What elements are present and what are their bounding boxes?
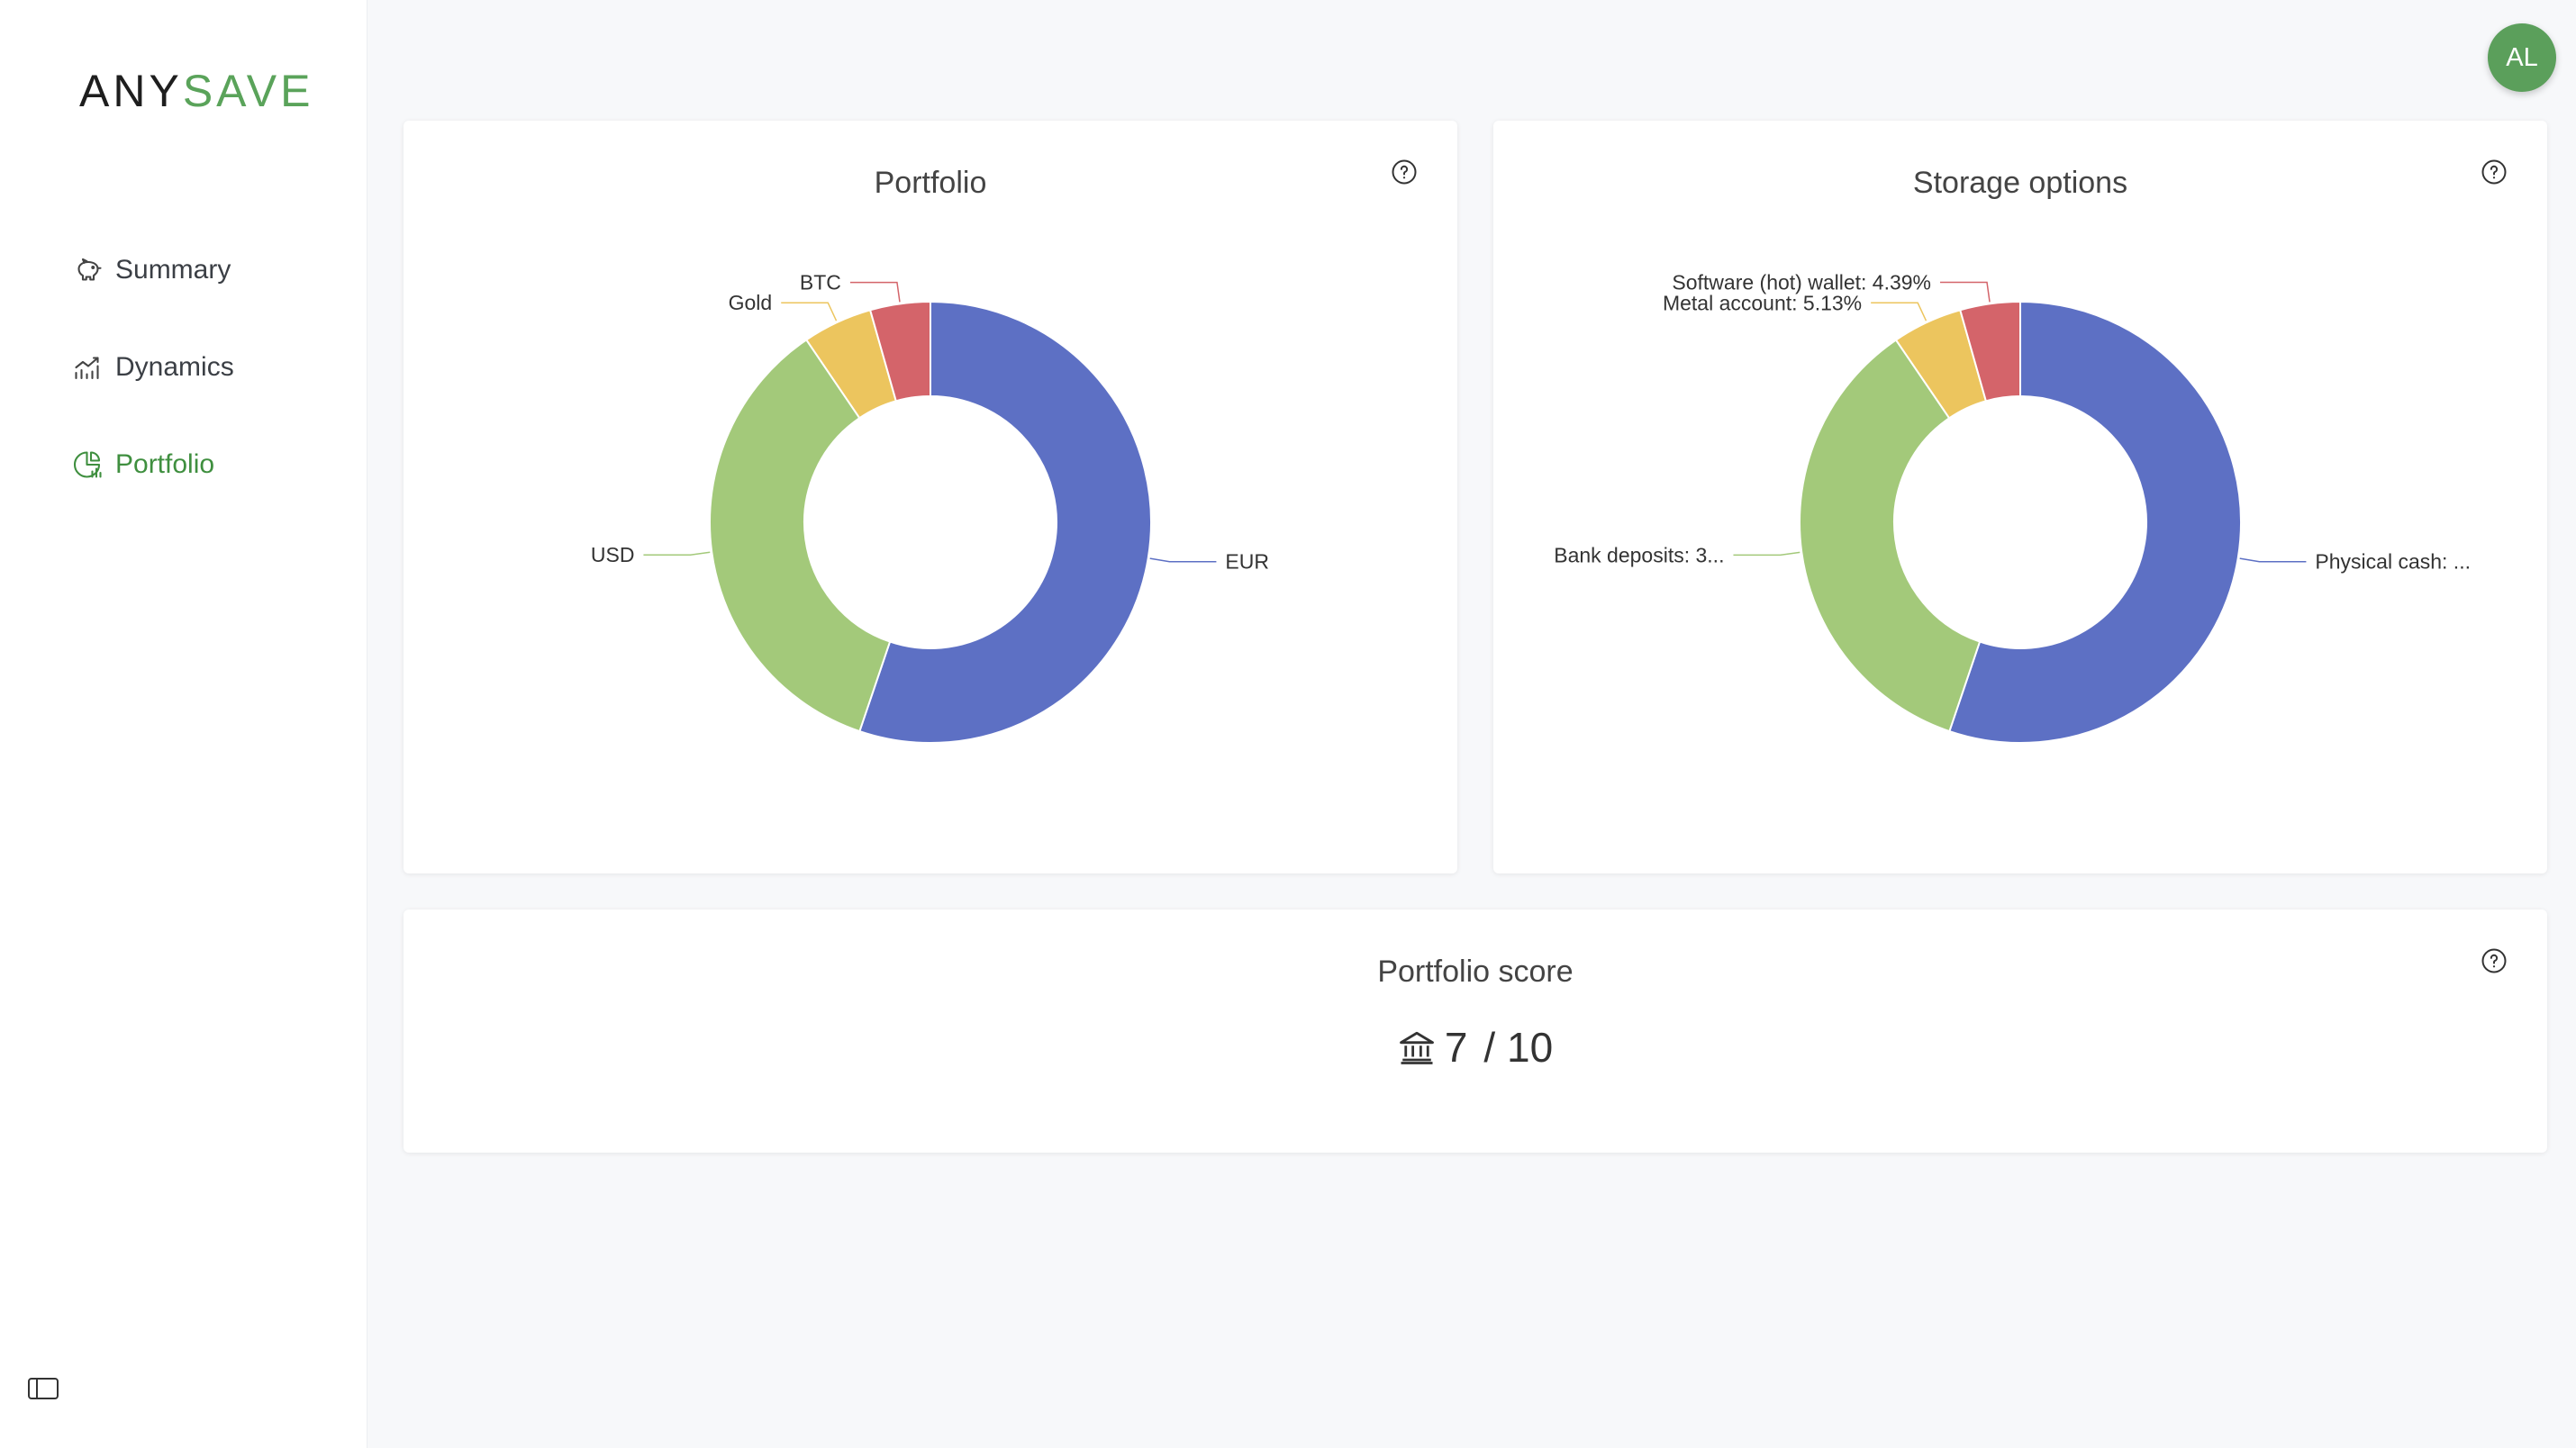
sidebar-item-label: Summary <box>115 255 231 285</box>
label-line-1 <box>643 551 711 556</box>
help-icon[interactable] <box>2481 158 2508 186</box>
sidebar-item-dynamics[interactable]: Dynamics <box>72 342 342 393</box>
user-initials: AL <box>2506 42 2538 72</box>
portfolio-card: Portfolio EUR USD Gold BTC <box>404 121 1457 873</box>
bank-icon <box>1399 1031 1434 1064</box>
portfolio-score-card: Portfolio score 7 / 10 <box>404 910 2547 1153</box>
donut-slice-0[interactable] <box>858 300 1152 744</box>
slice-label-2: Gold <box>729 291 773 314</box>
piggy-bank-icon <box>72 254 104 286</box>
label-line-0 <box>1149 557 1217 563</box>
app-logo[interactable]: ANYSAVE <box>79 65 314 117</box>
label-line-2 <box>1871 302 1927 321</box>
storage-donut-chart: Physical cash: ... Bank deposits: 3... Met… <box>1554 271 2471 744</box>
label-line-1 <box>1733 551 1800 557</box>
sidebar-collapse-icon[interactable] <box>27 1376 59 1401</box>
slice-label-1: USD <box>591 543 635 566</box>
slice-label-0: EUR <box>1225 550 1269 574</box>
slice-label-1: Bank deposits: 3... <box>1554 543 1724 566</box>
label-line-3 <box>1940 281 1991 303</box>
portfolio-donut-chart: EUR USD Gold BTC <box>591 271 1269 744</box>
sidebar-item-portfolio[interactable]: Portfolio <box>72 439 342 490</box>
score-value: 7 <box>1444 1024 1468 1071</box>
sidebar: ANYSAVE Summary Dynamics Portfol <box>0 0 367 1448</box>
label-line-2 <box>781 302 838 321</box>
sidebar-item-summary[interactable]: Summary <box>72 245 342 295</box>
help-icon[interactable] <box>1391 158 1418 186</box>
donut-slice-3[interactable] <box>1959 300 2021 403</box>
donut-slice-1[interactable] <box>1799 339 1982 733</box>
sidebar-item-label: Portfolio <box>115 449 215 479</box>
help-icon[interactable] <box>2481 947 2508 974</box>
label-line-3 <box>849 281 901 303</box>
portfolio-score: 7 / 10 <box>404 1023 2547 1072</box>
donut-slice-3[interactable] <box>868 300 931 403</box>
label-line-0 <box>2239 557 2307 563</box>
sidebar-item-label: Dynamics <box>115 352 234 382</box>
donut-slice-0[interactable] <box>1948 300 2242 744</box>
card-title: Portfolio <box>874 166 987 200</box>
user-avatar[interactable]: AL <box>2488 23 2556 92</box>
slice-label-0: Physical cash: ... <box>2315 550 2471 574</box>
slice-label-3: Software (hot) wallet: 4.39% <box>1672 271 1931 294</box>
slice-label-3: BTC <box>800 271 841 294</box>
logo-text-left: ANY <box>79 66 183 116</box>
pie-chart-icon <box>72 448 104 481</box>
donut-slice-1[interactable] <box>709 338 892 733</box>
slice-label-2: Metal account: 5.13% <box>1663 291 1862 314</box>
chart-line-icon <box>72 351 104 384</box>
card-title: Portfolio score <box>1377 955 1574 989</box>
card-title: Storage options <box>1912 166 2128 200</box>
storage-options-card: Storage options Physical cash: ... Bank d… <box>1493 121 2547 873</box>
logo-text-right: SAVE <box>182 66 314 116</box>
score-max: / 10 <box>1483 1024 1554 1071</box>
